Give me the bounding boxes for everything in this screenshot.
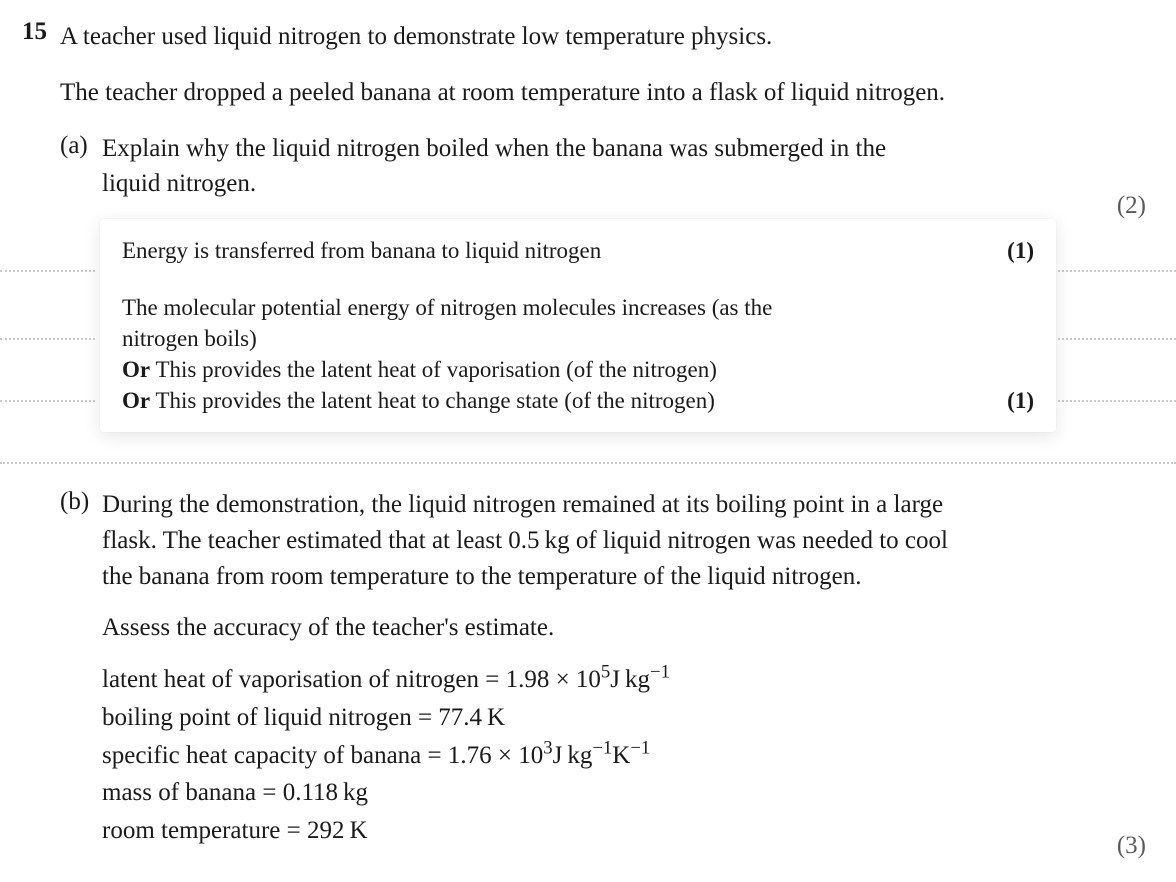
part-b-label: (b)	[60, 488, 89, 516]
data-boiling-point: boiling point of liquid nitrogen = 77.4 …	[102, 701, 1116, 735]
part-a-body: Explain why the liquid nitrogen boiled w…	[102, 132, 1116, 202]
data-latent-heat: latent heat of vaporisation of nitrogen …	[102, 663, 1116, 697]
data-shc-unit-exp2: −1	[630, 737, 650, 758]
part-b-prompt-l2: flask. The teacher estimated that at lea…	[102, 524, 1116, 558]
answer-row-2-mark: (1)	[1007, 385, 1034, 416]
data-latent-heat-label: latent heat of vaporisation of nitrogen …	[102, 666, 601, 693]
part-b-prompt-l1: During the demonstration, the liquid nit…	[102, 488, 1116, 522]
answer-row-1: Energy is transferred from banana to liq…	[122, 235, 1034, 266]
data-latent-heat-exp: 5	[601, 662, 610, 683]
question-number: 15	[22, 18, 47, 46]
part-b-data-list: latent heat of vaporisation of nitrogen …	[102, 663, 1116, 848]
exam-page: 15 A teacher used liquid nitrogen to dem…	[0, 0, 1176, 882]
part-b: (b) During the demonstration, the liquid…	[60, 488, 1116, 848]
data-latent-heat-unit-exp: −1	[650, 662, 670, 683]
part-a: (a) Explain why the liquid nitrogen boil…	[60, 132, 1116, 202]
data-shc-unit-k: K	[612, 742, 630, 769]
stem-line-2: The teacher dropped a peeled banana at r…	[60, 76, 1116, 110]
data-shc-unit: J kg	[553, 742, 593, 769]
data-shc-label: specific heat capacity of banana = 1.76 …	[102, 742, 543, 769]
answer-row-2-l2: nitrogen boils)	[122, 323, 974, 354]
part-a-marks: (2)	[1117, 192, 1146, 220]
part-a-prompt-l2: liquid nitrogen.	[102, 167, 1116, 201]
answer-row-2-l1: The molecular potential energy of nitrog…	[122, 292, 974, 323]
answer-row-2-or2-text: This provides the latent heat to change …	[155, 388, 714, 413]
part-b-prompt-l3: the banana from room temperature to the …	[102, 560, 1116, 594]
data-latent-heat-unit: J kg	[610, 666, 650, 693]
answer-row-1-mark: (1)	[1007, 235, 1034, 266]
part-b-instruction: Assess the accuracy of the teacher's est…	[102, 611, 1116, 645]
part-a-label: (a)	[60, 132, 88, 160]
answer-row-2-or2: Or This provides the latent heat to chan…	[122, 385, 974, 416]
answer-row-2-or1: Or This provides the latent heat of vapo…	[122, 354, 974, 385]
or-label-2: Or	[122, 388, 155, 413]
data-shc: specific heat capacity of banana = 1.76 …	[102, 739, 1116, 773]
stem-line-1: A teacher used liquid nitrogen to demons…	[60, 20, 1116, 54]
answer-row-1-text: Energy is transferred from banana to liq…	[122, 238, 601, 263]
or-label-1: Or	[122, 357, 155, 382]
answer-row-2: The molecular potential energy of nitrog…	[122, 292, 1034, 416]
question-stem: A teacher used liquid nitrogen to demons…	[60, 20, 1116, 110]
data-mass: mass of banana = 0.118 kg	[102, 776, 1116, 810]
data-shc-exp: 3	[543, 737, 552, 758]
data-room-temp: room temperature = 292 K	[102, 814, 1116, 848]
part-b-marks: (3)	[1117, 832, 1146, 860]
answer-row-2-or1-text: This provides the latent heat of vaporis…	[155, 357, 716, 382]
part-a-prompt-l1: Explain why the liquid nitrogen boiled w…	[102, 132, 1116, 166]
data-shc-unit-exp1: −1	[592, 737, 612, 758]
part-b-body: During the demonstration, the liquid nit…	[102, 488, 1116, 848]
part-a-answer-box: Energy is transferred from banana to liq…	[100, 219, 1056, 432]
